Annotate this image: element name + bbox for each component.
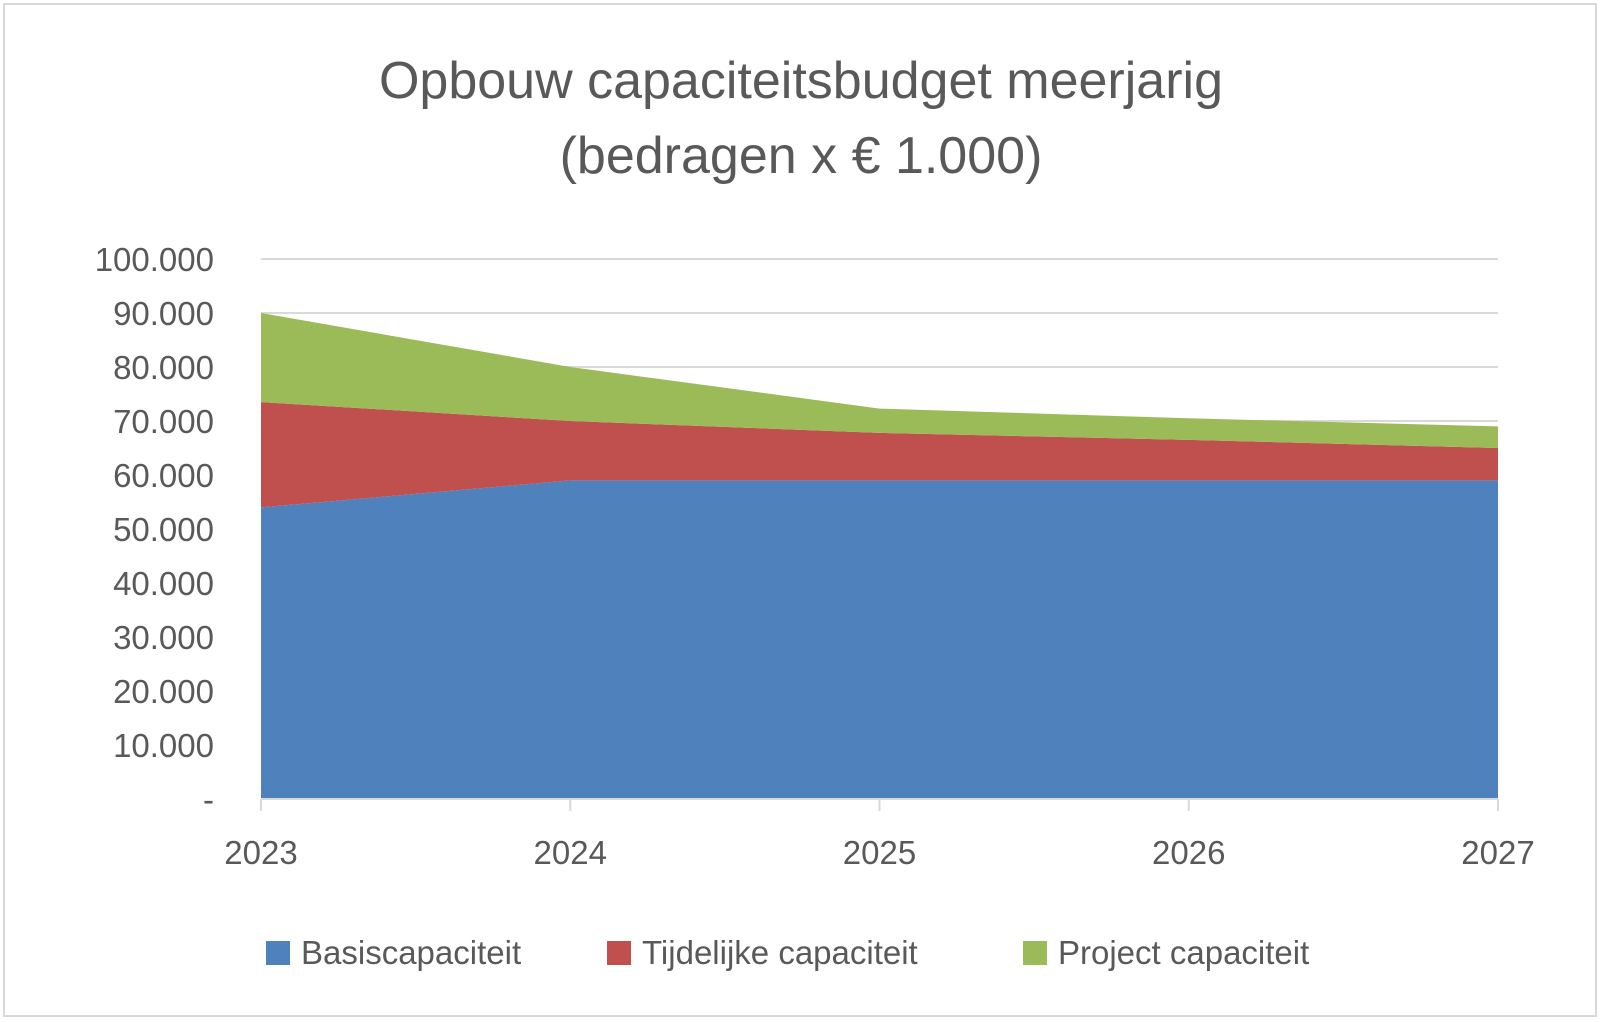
area-series-2 (261, 402, 1498, 508)
legend-swatch (266, 941, 290, 965)
x-tick-label: 2026 (1152, 834, 1225, 871)
y-tick-label: 70.000 (113, 403, 214, 440)
y-tick-label: 10.000 (113, 727, 214, 764)
x-tick-label: 2024 (534, 834, 607, 871)
area-series-3 (261, 313, 1498, 448)
y-tick-label: - (203, 781, 214, 818)
chart-title: Opbouw capaciteitsbudget meerjarig (379, 52, 1223, 110)
x-tick-label: 2023 (224, 834, 297, 871)
y-tick-label: 20.000 (113, 673, 214, 710)
y-tick-label: 80.000 (113, 349, 214, 386)
area-series-1 (261, 480, 1498, 799)
y-tick-label: 30.000 (113, 619, 214, 656)
y-tick-label: 100.000 (95, 241, 214, 278)
x-tick-label: 2027 (1461, 834, 1534, 871)
y-tick-label: 50.000 (113, 511, 214, 548)
legend-label: Project capaciteit (1058, 934, 1309, 971)
axes (260, 798, 1499, 811)
x-tick-label: 2025 (843, 834, 916, 871)
chart-subtitle: (bedragen x € 1.000) (560, 127, 1043, 185)
legend-swatch (1023, 941, 1047, 965)
y-tick-label: 60.000 (113, 457, 214, 494)
series-areas (261, 313, 1498, 799)
x-axis-ticks: 2023 2024 2025 2026 2027 (224, 834, 1534, 871)
legend-swatch (607, 941, 631, 965)
legend: Basiscapaciteit Tijdelijke capaciteit Proj… (266, 934, 1309, 971)
y-axis-ticks: - 10.000 20.000 30.000 40.000 50.000 60.000 70.… (95, 241, 214, 818)
legend-label: Basiscapaciteit (301, 934, 521, 971)
legend-label: Tijdelijke capaciteit (642, 934, 918, 971)
y-tick-label: 40.000 (113, 565, 214, 602)
y-tick-label: 90.000 (113, 295, 214, 332)
